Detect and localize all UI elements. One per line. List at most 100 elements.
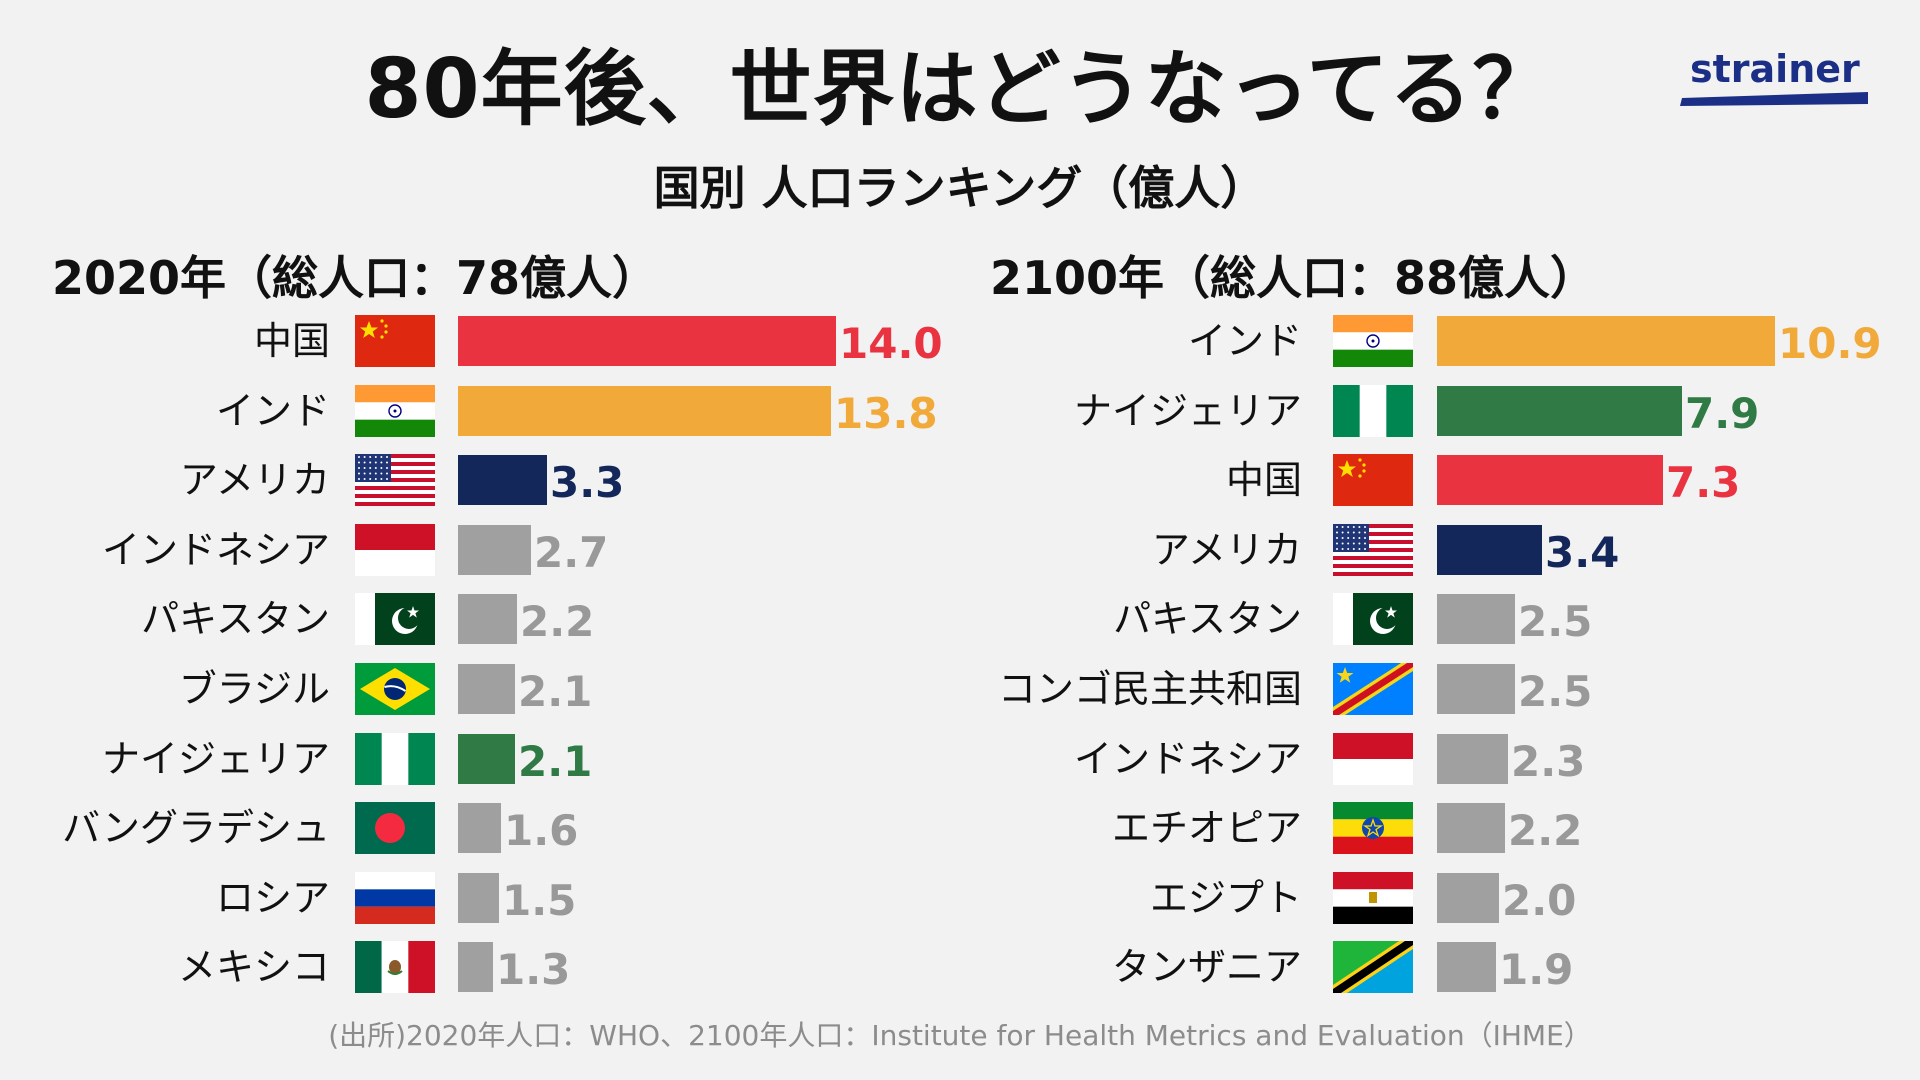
tanzania-flag-icon (1333, 941, 1413, 993)
russia-flag-icon (355, 872, 435, 924)
bar (458, 942, 493, 992)
bar (458, 803, 501, 853)
chart-row: ロシア 1.5 (0, 870, 1920, 926)
country-label: タンザニア (1111, 945, 1302, 989)
value-label: 1.3 (496, 945, 571, 994)
bar (1437, 386, 1682, 436)
chart-subtitle: 国別 人口ランキング（億人） (653, 161, 1267, 215)
country-label: ナイジェリア (1073, 389, 1302, 433)
bar (458, 734, 515, 784)
country-label: 中国 (1225, 458, 1302, 502)
chart-title: 80年後、世界はどうなってる？ (364, 42, 1556, 137)
china-flag-icon (355, 315, 435, 367)
chart-row: エチオピア 2.2 (0, 800, 1920, 856)
bar (458, 664, 515, 714)
chart-row: 中国 7.3 (0, 452, 1920, 508)
bar (458, 316, 836, 366)
china-flag-icon (1333, 454, 1413, 506)
value-label: 1.5 (502, 876, 577, 925)
country-label: パキスタン (1113, 597, 1302, 641)
bar (1437, 942, 1496, 992)
country-label: インドネシア (101, 528, 330, 572)
country-label: エジプト (1149, 876, 1302, 920)
value-label: 10.9 (1778, 319, 1882, 368)
country-label: アメリカ (1151, 528, 1302, 572)
value-label: 2.5 (1518, 667, 1593, 716)
bar (1437, 594, 1515, 644)
pakistan-flag-icon (1333, 593, 1413, 645)
chart-row: ブラジル 2.1 (0, 661, 1920, 717)
chart-row: インド 10.9 (0, 313, 1920, 369)
chart-row: アメリカ 3.3 (0, 452, 1920, 508)
value-label: 2.5 (1518, 597, 1593, 646)
chart-row: ナイジェリア 2.1 (0, 731, 1920, 787)
india-flag-icon (1333, 315, 1413, 367)
country-label: インドネシア (1073, 737, 1302, 781)
chart-row: インドネシア 2.3 (0, 731, 1920, 787)
country-label: パキスタン (141, 597, 330, 641)
value-label: 13.8 (834, 389, 938, 438)
chart-row: 中国 14.0 (0, 313, 1920, 369)
value-label: 2.0 (1502, 876, 1577, 925)
chart-row: アメリカ 3.4 (0, 522, 1920, 578)
country-label: ナイジェリア (101, 737, 330, 781)
source-note: (出所)2020年人口：WHO、2100年人口：Institute for He… (328, 1019, 1592, 1052)
bar (458, 594, 517, 644)
chart-row: ナイジェリア 7.9 (0, 383, 1920, 439)
bar (1437, 316, 1775, 366)
country-label: インド (215, 389, 330, 433)
nigeria-flag-icon (355, 733, 435, 785)
value-label: 7.9 (1685, 389, 1760, 438)
country-label: コンゴ民主共和国 (997, 667, 1302, 711)
value-label: 2.1 (518, 667, 593, 716)
chart-row: バングラデシュ 1.6 (0, 800, 1920, 856)
value-label: 2.7 (534, 528, 609, 577)
value-label: 3.4 (1545, 528, 1620, 577)
chart-row: エジプト 2.0 (0, 870, 1920, 926)
chart-row: メキシコ 1.3 (0, 939, 1920, 995)
value-label: 7.3 (1666, 458, 1741, 507)
value-label: 1.6 (504, 806, 579, 855)
chart-row: コンゴ民主共和国 2.5 (0, 661, 1920, 717)
country-label: バングラデシュ (62, 806, 330, 850)
chart-row: インド 13.8 (0, 383, 1920, 439)
value-label: 1.9 (1499, 945, 1574, 994)
mexico-flag-icon (355, 941, 435, 993)
usa-flag-icon (355, 454, 435, 506)
chart-row: インドネシア 2.7 (0, 522, 1920, 578)
logo-text: strainer (1690, 47, 1860, 91)
chart-row: パキスタン 2.5 (0, 591, 1920, 647)
value-label: 2.1 (518, 737, 593, 786)
value-label: 3.3 (550, 458, 625, 507)
bar (1437, 734, 1508, 784)
pakistan-flag-icon (355, 593, 435, 645)
country-label: アメリカ (179, 458, 330, 502)
value-label: 2.3 (1511, 737, 1586, 786)
country-label: メキシコ (177, 945, 330, 989)
drc-flag-icon (1333, 663, 1413, 715)
indonesia-flag-icon (1333, 733, 1413, 785)
country-label: 中国 (253, 319, 330, 363)
bar (458, 525, 531, 575)
value-label: 2.2 (520, 597, 595, 646)
nigeria-flag-icon (1333, 385, 1413, 437)
value-label: 14.0 (839, 319, 943, 368)
country-label: エチオピア (1111, 806, 1302, 850)
india-flag-icon (355, 385, 435, 437)
bar (458, 386, 831, 436)
bar (1437, 873, 1499, 923)
chart-row: タンザニア 1.9 (0, 939, 1920, 995)
chart-row: パキスタン 2.2 (0, 591, 1920, 647)
panel-title-2100: 2100年（総人口：88億人） (990, 251, 1597, 305)
logo-underline-icon (1680, 92, 1868, 106)
strainer-logo: strainer (1680, 44, 1870, 108)
bar (458, 873, 499, 923)
bar (1437, 525, 1542, 575)
bar (1437, 455, 1663, 505)
indonesia-flag-icon (355, 524, 435, 576)
bangladesh-flag-icon (355, 802, 435, 854)
ethiopia-flag-icon (1333, 802, 1413, 854)
country-label: インド (1187, 319, 1302, 363)
bar (1437, 803, 1505, 853)
brazil-flag-icon (355, 663, 435, 715)
